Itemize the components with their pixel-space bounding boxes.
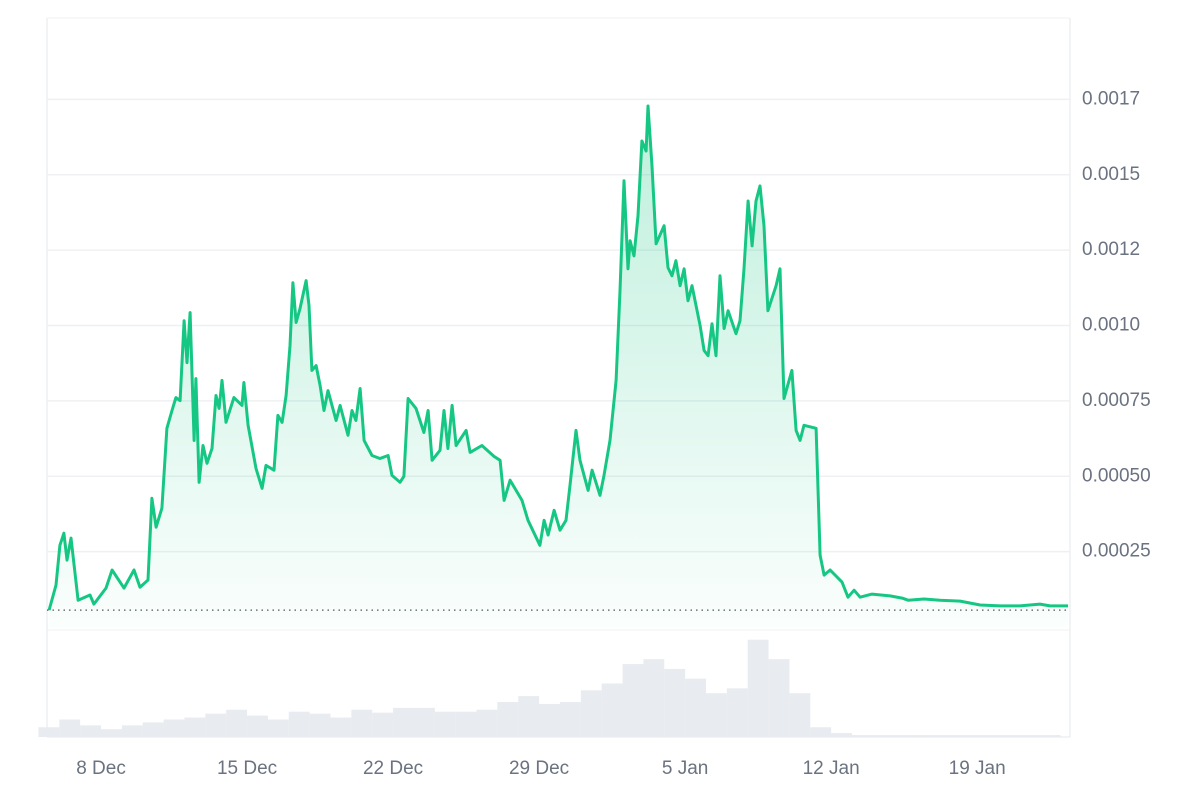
volume-bar — [226, 709, 248, 737]
volume-bar — [518, 696, 540, 737]
volume-bar — [80, 725, 102, 737]
volume-bar — [977, 735, 999, 737]
x-tick-label: 15 Dec — [217, 758, 277, 779]
volume-bar — [747, 639, 769, 737]
x-tick-label: 8 Dec — [76, 758, 126, 779]
volume-bar — [247, 715, 268, 737]
volume-bar — [914, 735, 936, 737]
volume-bar — [810, 727, 832, 737]
x-tick-label: 29 Dec — [509, 758, 569, 779]
volume-bar — [330, 717, 352, 737]
volume-bar — [121, 725, 143, 737]
volume-bar — [393, 707, 414, 737]
volume-bar — [309, 713, 331, 737]
x-tick-label: 19 Jan — [949, 758, 1006, 779]
y-tick-label: 0.00050 — [1082, 465, 1151, 486]
volume-bar — [768, 659, 790, 737]
volume-bar — [664, 668, 686, 737]
volume-bar — [935, 735, 957, 737]
x-tick-label: 12 Jan — [803, 758, 860, 779]
y-tick-label: 0.0017 — [1082, 88, 1140, 109]
volume-bar — [559, 701, 581, 737]
volume-bar — [893, 735, 915, 737]
volume-bar — [288, 711, 310, 737]
volume-bar — [1018, 735, 1040, 737]
volume-bar — [413, 707, 435, 737]
volume-bar — [101, 729, 122, 737]
volume-bar — [852, 735, 873, 737]
volume-bar — [998, 735, 1019, 737]
volume-bar — [184, 717, 206, 737]
volume-bar — [205, 713, 227, 737]
volume-bar — [142, 722, 164, 737]
volume-bar — [789, 693, 811, 737]
volume-bar — [38, 727, 60, 737]
volume-bar — [59, 719, 81, 737]
volume-bar — [872, 735, 894, 737]
price-line — [47, 104, 1069, 611]
volume-bar — [539, 703, 560, 737]
volume-bar — [497, 701, 519, 737]
volume-bar — [580, 690, 602, 737]
volume-bar — [1039, 735, 1061, 737]
y-tick-label: 0.00025 — [1082, 541, 1151, 562]
volume-bar — [372, 712, 394, 737]
volume-bar — [622, 664, 644, 737]
y-tick-label: 0.0010 — [1082, 315, 1140, 336]
volume-bar — [455, 711, 477, 737]
volume-bar — [956, 735, 978, 737]
volume-bar — [601, 683, 623, 737]
price-area — [49, 106, 1069, 627]
volume-bar — [831, 733, 853, 737]
volume-bar — [267, 719, 289, 737]
x-tick-label: 5 Jan — [662, 758, 708, 779]
volume-bar — [726, 688, 748, 737]
volume-bar — [643, 659, 665, 737]
y-tick-label: 0.0015 — [1082, 164, 1140, 185]
volume-bar — [685, 678, 706, 737]
volume-bar — [163, 719, 185, 737]
x-tick-label: 22 Dec — [363, 758, 423, 779]
y-tick-label: 0.0012 — [1082, 239, 1140, 260]
volume-bar — [434, 711, 456, 737]
volume-bar — [476, 709, 498, 737]
y-tick-label: 0.00075 — [1082, 390, 1151, 411]
volume-bar — [351, 709, 373, 737]
volume-bar — [705, 693, 727, 737]
